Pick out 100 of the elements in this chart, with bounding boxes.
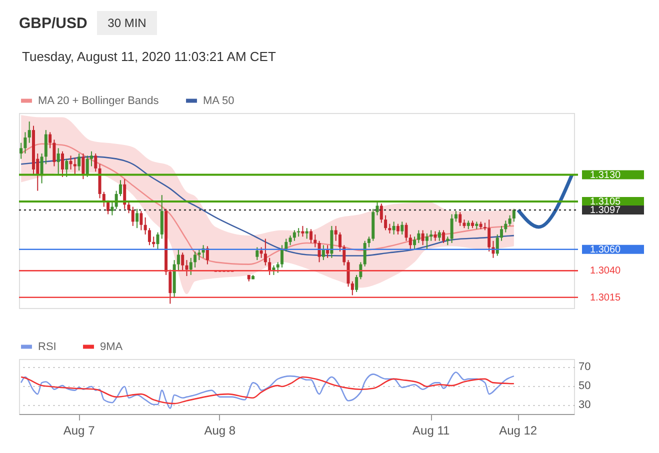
candlestick bbox=[450, 214, 454, 244]
y-tick-label: 30 bbox=[578, 399, 591, 412]
chart-subtitle: Tuesday, August 11, 2020 11:03:21 AM CET bbox=[22, 49, 276, 64]
candlestick bbox=[48, 132, 52, 149]
candlestick bbox=[417, 230, 420, 244]
candlestick bbox=[380, 203, 383, 224]
candlestick bbox=[309, 228, 312, 244]
ref-line-label: 1.3060 bbox=[590, 244, 622, 256]
candlestick bbox=[268, 257, 272, 276]
candlestick bbox=[28, 121, 31, 144]
candlestick bbox=[148, 228, 151, 246]
candlestick bbox=[168, 269, 172, 304]
candlestick bbox=[90, 150, 93, 167]
candlestick bbox=[338, 232, 342, 252]
candlestick bbox=[425, 232, 428, 250]
x-tick-label: Aug 7 bbox=[63, 424, 96, 438]
candlestick bbox=[127, 200, 130, 214]
legend-label: RSI bbox=[38, 340, 56, 353]
x-tick-label: Aug 8 bbox=[204, 424, 236, 438]
candlestick bbox=[78, 152, 81, 172]
candlestick bbox=[160, 194, 164, 240]
chart-title: GBP/USD bbox=[19, 15, 88, 32]
ref-line-label: 1.3105 bbox=[590, 196, 622, 208]
candlestick bbox=[363, 240, 366, 267]
candlestick bbox=[256, 246, 259, 261]
candlestick bbox=[301, 225, 304, 238]
candlestick bbox=[438, 230, 441, 242]
candlestick bbox=[334, 225, 338, 242]
candlestick bbox=[367, 236, 370, 248]
candlestick bbox=[181, 252, 184, 272]
candlestick bbox=[392, 221, 396, 235]
candlestick bbox=[185, 260, 188, 277]
ref-line-label: 1.3130 bbox=[590, 170, 622, 181]
candlestick bbox=[330, 225, 334, 258]
candlestick bbox=[292, 230, 296, 242]
candlestick bbox=[508, 214, 512, 226]
candlestick bbox=[60, 150, 64, 178]
candlestick bbox=[65, 158, 68, 178]
candlestick bbox=[355, 274, 358, 293]
candlestick bbox=[189, 257, 192, 276]
candlestick bbox=[305, 228, 308, 240]
candlestick bbox=[118, 180, 122, 197]
candlestick bbox=[504, 220, 508, 233]
candlestick bbox=[198, 248, 201, 261]
candlestick bbox=[404, 222, 408, 242]
candlestick bbox=[194, 251, 197, 268]
candlestick bbox=[500, 225, 504, 242]
candlestick bbox=[400, 221, 404, 235]
legend-label: MA 50 bbox=[203, 94, 234, 107]
candlestick bbox=[20, 142, 23, 160]
x-tick-label: Aug 11 bbox=[412, 424, 450, 438]
candlestick bbox=[454, 210, 458, 222]
y-tick-label: 50 bbox=[578, 380, 591, 392]
candlestick bbox=[69, 155, 72, 170]
candlestick bbox=[144, 216, 147, 235]
candlestick bbox=[40, 152, 44, 184]
candlestick bbox=[396, 223, 400, 235]
candlestick bbox=[384, 214, 388, 231]
candlestick bbox=[110, 202, 114, 216]
candlestick bbox=[434, 230, 437, 242]
candlestick bbox=[322, 244, 325, 261]
candlestick bbox=[408, 234, 412, 250]
candlestick bbox=[421, 230, 424, 246]
candlestick bbox=[288, 235, 292, 246]
candlestick bbox=[376, 202, 379, 216]
candlestick bbox=[56, 148, 60, 176]
candlestick bbox=[458, 212, 462, 226]
candlestick bbox=[264, 238, 267, 266]
candlestick bbox=[73, 157, 76, 176]
candlestick bbox=[388, 223, 392, 234]
candlestick bbox=[94, 152, 98, 172]
candlestick bbox=[496, 234, 499, 256]
candlestick bbox=[24, 132, 27, 154]
candlestick bbox=[52, 139, 56, 167]
y-tick-label: 70 bbox=[578, 361, 591, 374]
candlestick bbox=[280, 244, 284, 268]
candlestick bbox=[314, 234, 317, 248]
candlestick bbox=[131, 206, 134, 226]
candlestick bbox=[413, 236, 416, 250]
candlestick bbox=[318, 240, 321, 263]
candlestick bbox=[136, 208, 139, 229]
candlestick bbox=[82, 152, 85, 180]
candlestick bbox=[430, 230, 433, 242]
candlestick bbox=[260, 246, 263, 258]
candlestick bbox=[156, 232, 160, 250]
candlestick bbox=[512, 208, 516, 222]
text: 30 MIN bbox=[108, 16, 146, 30]
ref-line-label: 1.3097 bbox=[590, 204, 622, 216]
legend-label: MA 20 + Bollinger Bands bbox=[38, 94, 160, 107]
candlestick bbox=[346, 260, 350, 288]
candlestick bbox=[442, 230, 446, 244]
candlestick bbox=[276, 262, 280, 274]
ref-line-label: 1.3015 bbox=[590, 292, 622, 304]
candlestick bbox=[86, 155, 89, 178]
ref-line-label: 1.3040 bbox=[590, 266, 622, 277]
legend-label: 9MA bbox=[100, 340, 124, 353]
candlestick bbox=[350, 280, 354, 296]
candlestick bbox=[152, 236, 156, 248]
x-tick-label: Aug 12 bbox=[499, 424, 538, 438]
candlestick bbox=[140, 210, 143, 231]
